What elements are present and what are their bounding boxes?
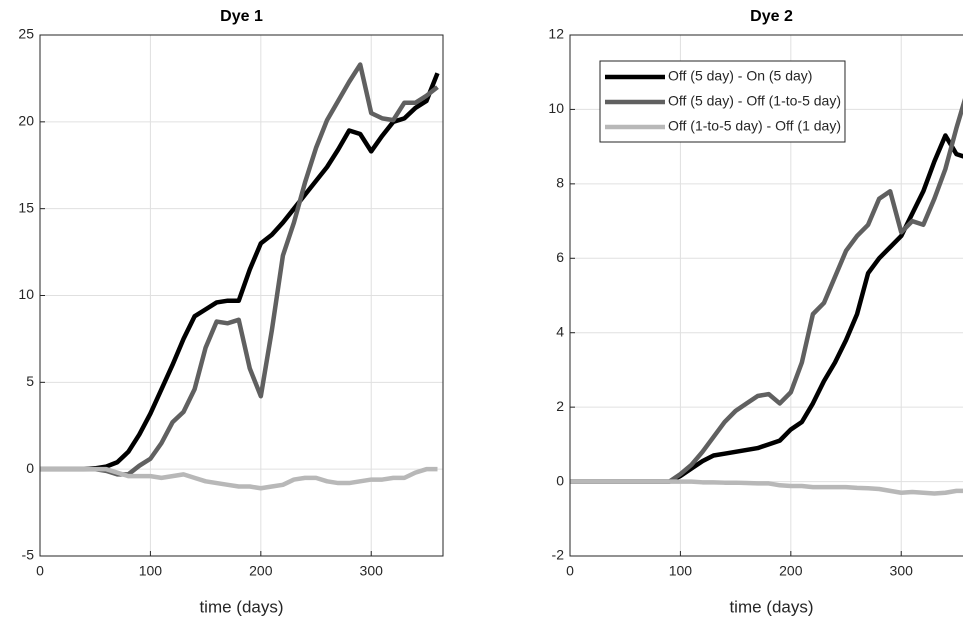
- x-axis-label: time (days): [729, 597, 813, 616]
- y-tick-label: 4: [556, 323, 564, 339]
- y-tick-label: 25: [18, 26, 34, 42]
- axes-box: [569, 34, 963, 557]
- x-tick-label: 0: [36, 563, 44, 579]
- y-tick-label: -5: [22, 547, 35, 563]
- x-tick-label: 100: [139, 563, 163, 579]
- y-tick-label: 10: [548, 100, 564, 116]
- axes-box: [39, 34, 444, 557]
- legend-label: Off (1-to-5 day) - Off (1 day): [668, 118, 841, 134]
- x-axis-label: time (days): [199, 597, 283, 616]
- y-tick-label: 0: [556, 472, 564, 488]
- legend-label: Off (5 day) - On (5 day): [668, 68, 812, 84]
- x-tick-label: 0: [566, 563, 574, 579]
- y-tick-label: 0: [26, 460, 34, 476]
- x-tick-label: 300: [890, 563, 914, 579]
- y-tick-label: -2: [552, 547, 565, 563]
- x-tick-label: 100: [669, 563, 693, 579]
- y-tick-label: 15: [18, 199, 34, 215]
- legend: Off (5 day) - On (5 day) Off (5 day) - Of…: [599, 60, 846, 143]
- y-tick-label: 6: [556, 249, 564, 265]
- y-tick-label: 12: [548, 26, 564, 42]
- chart-title: Dye 2: [750, 8, 793, 25]
- y-tick-label: 8: [556, 175, 564, 191]
- y-tick-label: 20: [18, 113, 34, 129]
- y-tick-label: 10: [18, 286, 34, 302]
- x-tick-label: 200: [249, 563, 273, 579]
- y-tick-label: 2: [556, 398, 564, 414]
- series-line: [40, 466, 438, 491]
- x-tick-label: 200: [779, 563, 803, 579]
- series-line: [40, 72, 440, 472]
- legend-label: Off (5 day) - Off (1-to-5 day): [668, 93, 841, 109]
- x-tick-label: 300: [360, 563, 384, 579]
- y-tick-label: 5: [26, 373, 34, 389]
- series-line: [570, 479, 963, 496]
- chart-title: Dye 1: [220, 8, 263, 25]
